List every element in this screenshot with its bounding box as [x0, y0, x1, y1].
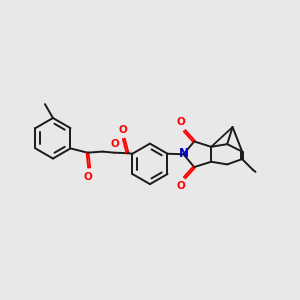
- Text: O: O: [177, 182, 186, 191]
- Text: O: O: [177, 117, 186, 127]
- Text: O: O: [110, 139, 119, 149]
- Text: N: N: [179, 148, 189, 160]
- Text: O: O: [119, 125, 128, 135]
- Text: O: O: [84, 172, 92, 182]
